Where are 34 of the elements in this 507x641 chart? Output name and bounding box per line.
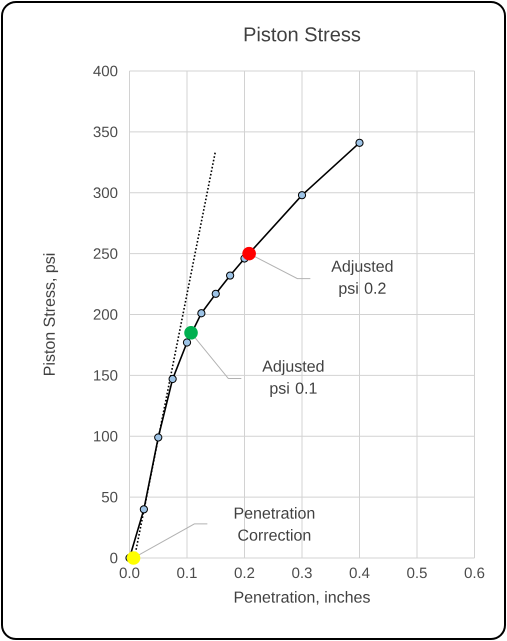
- y-tick-label: 150: [94, 370, 118, 381]
- y-tick-label: 200: [94, 309, 118, 320]
- y-axis-title: Piston Stress, psi: [43, 254, 58, 375]
- x-axis-title: Penetration, inches: [234, 591, 370, 605]
- point: [355, 138, 364, 147]
- x-tick-label: 0.4: [350, 568, 370, 578]
- y-tick-label: 350: [94, 126, 118, 138]
- x-tick-label: 0.3: [292, 568, 312, 578]
- point: [226, 271, 234, 280]
- y-tick-label: 0: [110, 552, 118, 564]
- chart-title: Piston Stress: [244, 26, 360, 42]
- x-tick-label: 0.1: [177, 568, 197, 578]
- point: [212, 290, 220, 298]
- x-tick-label: 0.0: [120, 568, 140, 578]
- y-tick-label: 100: [94, 430, 118, 442]
- point: [197, 309, 206, 318]
- annotation: Adjusted psi 0.1: [262, 360, 324, 397]
- point: [184, 326, 198, 340]
- point: [182, 338, 192, 347]
- y-tick-label: 250: [94, 248, 118, 259]
- y-tick-label: 50: [102, 492, 118, 502]
- annotation: Adjusted psi 0.2: [331, 260, 392, 298]
- point: [168, 374, 177, 384]
- y-tick-label: 400: [93, 66, 118, 76]
- point: [242, 246, 256, 260]
- x-tick-label: 0.6: [464, 568, 484, 578]
- x-tick-label: 0.5: [407, 568, 427, 578]
- annotation: Penetration Correction: [234, 507, 314, 541]
- x-tick-label: 0.2: [234, 568, 254, 578]
- point: [298, 191, 306, 200]
- point: [154, 433, 162, 442]
- point: [140, 505, 148, 514]
- y-tick-label: 300: [94, 187, 118, 198]
- point: [126, 551, 140, 565]
